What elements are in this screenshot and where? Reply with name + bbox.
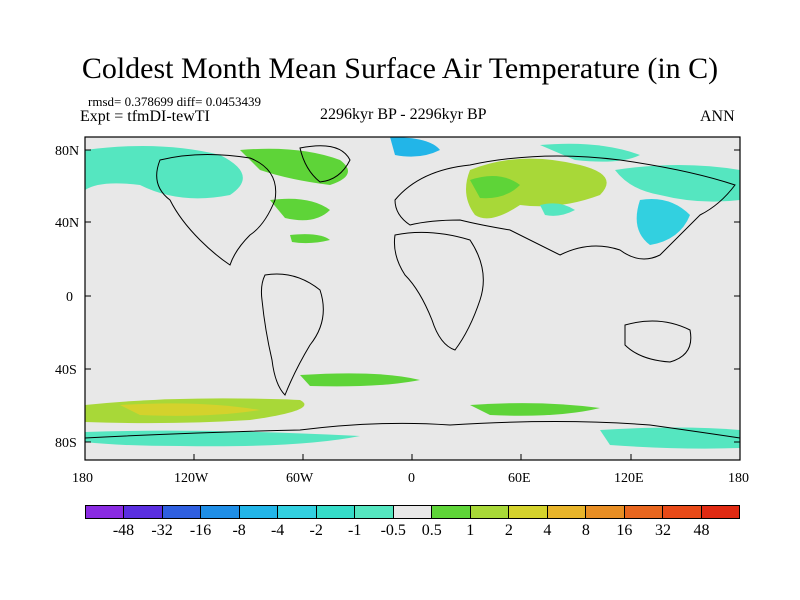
colorbar-swatch — [239, 506, 279, 518]
colorbar-label: 1 — [466, 522, 475, 539]
anomaly-patch — [85, 146, 243, 199]
x-tick-marks — [193, 454, 632, 460]
colorbar-label: -4 — [270, 522, 285, 539]
colorbar-label: -8 — [232, 522, 246, 539]
anomaly-patch — [290, 234, 330, 244]
colorbar-swatch — [624, 506, 664, 518]
anomaly-patch — [636, 199, 690, 245]
anomaly-patch — [466, 158, 607, 219]
x-tick-label: 60E — [508, 471, 531, 486]
anomaly-patch — [600, 427, 740, 449]
stats-label: rmsd= 0.378699 diff= 0.0453439 — [88, 94, 261, 109]
colorbar-label: -16 — [189, 522, 212, 539]
colorbar-label: 48 — [693, 522, 710, 539]
y-tick-label: 80S — [55, 436, 77, 451]
x-tick-label: 120E — [614, 471, 644, 486]
x-tick-label: 180 — [72, 471, 93, 486]
colorbar-label: -2 — [309, 522, 323, 539]
y-tick-label: 40N — [55, 216, 79, 231]
period-label: 2296kyr BP - 2296kyr BP — [320, 106, 487, 123]
colorbar-label: 8 — [581, 522, 590, 539]
anomaly-patch — [615, 165, 740, 202]
y-tick-label: 40S — [55, 363, 77, 378]
colorbar-swatch — [663, 506, 702, 518]
y-tick-marks — [85, 149, 740, 443]
colorbar-label: 16 — [616, 522, 633, 539]
colorbar-swatch — [316, 506, 356, 518]
colorbar-label: 2 — [504, 522, 513, 539]
colorbar-swatch — [201, 506, 240, 518]
season-label: ANN — [700, 108, 735, 125]
coastline — [394, 155, 736, 260]
colorbar-swatch — [86, 506, 125, 518]
x-tick-label: 60W — [286, 471, 314, 486]
coastline — [394, 231, 484, 351]
anomaly-patch — [390, 137, 440, 157]
coastline — [299, 145, 351, 183]
y-tick-label: 0 — [66, 290, 73, 305]
x-tick-label: 180 — [728, 471, 749, 486]
colorbar-swatch — [509, 506, 548, 518]
colorbar-swatch — [432, 506, 471, 518]
colorbar-swatch — [470, 506, 510, 518]
coastline — [156, 153, 277, 266]
anomaly-patch — [540, 203, 575, 216]
colorbar-swatch — [124, 506, 163, 518]
colorbar-label: 0.5 — [421, 522, 442, 539]
colorbar-label: -32 — [151, 522, 173, 539]
anomaly-field — [85, 137, 740, 449]
colorbar-swatch — [162, 506, 202, 518]
map-title: Coldest Month Mean Surface Air Temperatu… — [81, 52, 719, 85]
colorbar-label: -1 — [348, 522, 362, 539]
anomaly-patch — [240, 148, 348, 185]
colorbar-label: 32 — [654, 522, 671, 539]
x-tick-label: 0 — [408, 471, 415, 486]
coastlines — [84, 145, 741, 439]
coastline — [84, 421, 741, 439]
x-tick-label: 120W — [174, 471, 209, 486]
anomaly-patch — [470, 403, 600, 416]
colorbar-swatch — [278, 506, 317, 518]
anomaly-patch — [540, 143, 640, 162]
colorbar-label: -0.5 — [380, 522, 406, 539]
experiment-label: Expt = tfmDI-tewTI — [80, 108, 210, 125]
y-tick-label: 80N — [55, 144, 79, 159]
anomaly-patch — [270, 198, 330, 221]
colorbar-swatch — [355, 506, 394, 518]
colorbar-label: 4 — [543, 522, 552, 539]
colorbar-swatch — [586, 506, 625, 518]
colorbar-swatch — [393, 506, 433, 518]
coastline — [260, 273, 324, 396]
coastline — [624, 320, 692, 363]
colorbar-label: -48 — [112, 522, 135, 539]
colorbar-swatch — [701, 506, 739, 518]
colorbar-swatch — [547, 506, 587, 518]
anomaly-patch — [120, 403, 260, 416]
anomaly-patch — [470, 176, 520, 199]
colorbar — [85, 505, 740, 519]
anomaly-patch — [300, 373, 420, 387]
